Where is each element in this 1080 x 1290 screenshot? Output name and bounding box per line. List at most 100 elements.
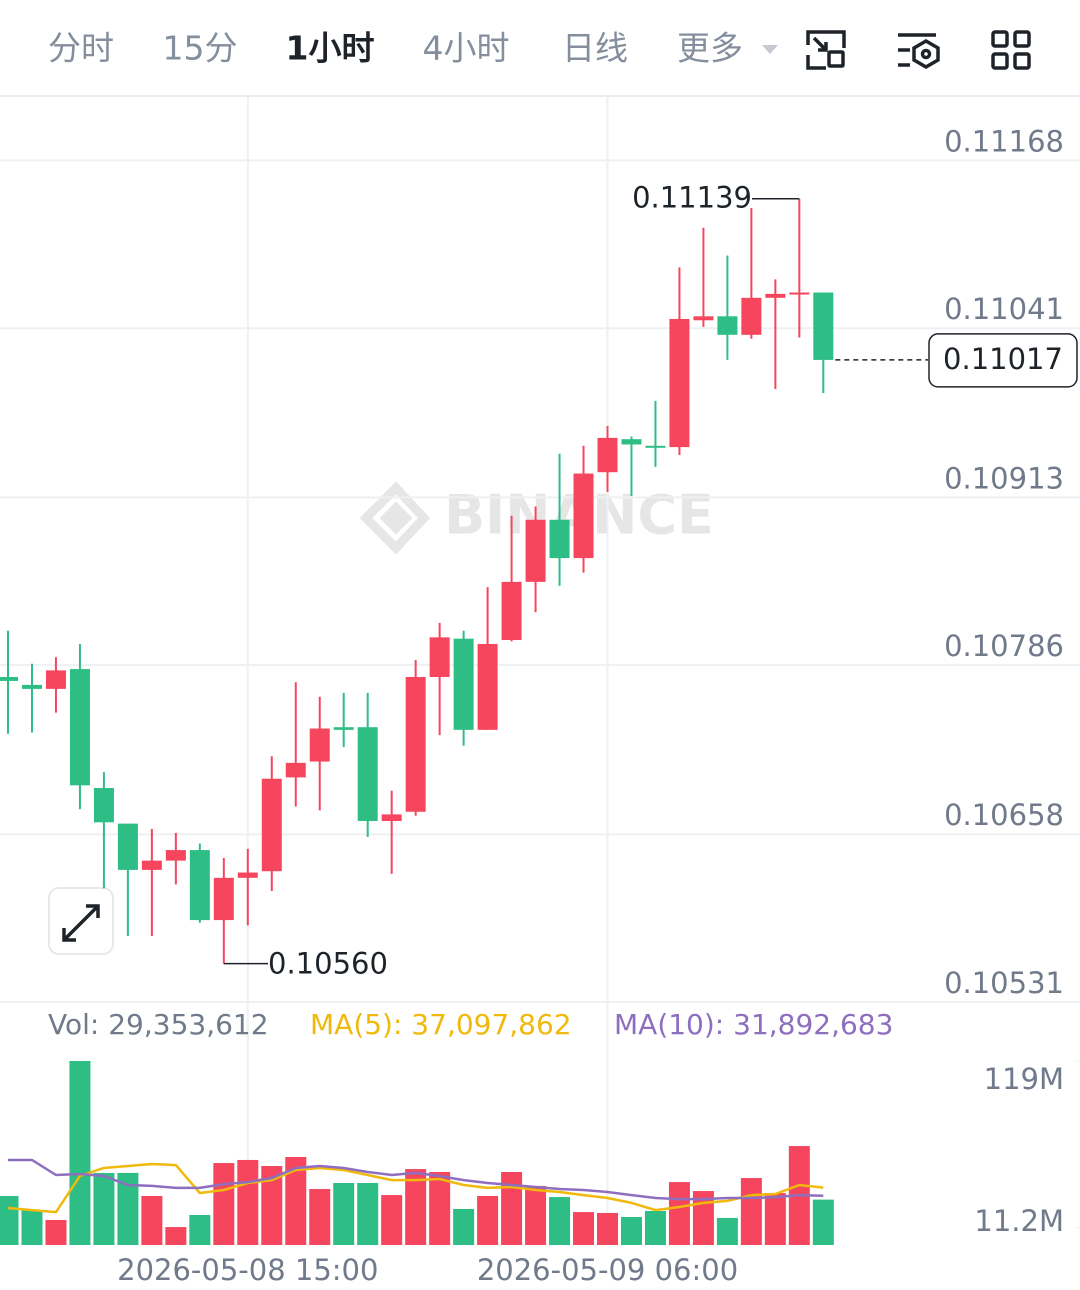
volume-bar — [141, 1195, 163, 1245]
watermark-logo — [359, 481, 431, 555]
candle-body — [45, 670, 66, 689]
volume-bar — [285, 1157, 307, 1245]
volume-bar — [309, 1189, 331, 1245]
volume-bar — [261, 1165, 283, 1245]
tab[interactable]: 1小时 — [286, 29, 375, 68]
legend-entry: MA(5): 37,097,862 — [310, 1008, 572, 1041]
candle-body — [501, 581, 522, 640]
last-price-label: 0.11017 — [943, 342, 1063, 376]
candle-body — [69, 669, 90, 786]
volume-bar — [477, 1195, 499, 1245]
volume-bar — [93, 1172, 115, 1245]
more-caret[interactable] — [762, 45, 778, 54]
volume-bar — [357, 1182, 379, 1245]
candle-body — [453, 638, 474, 730]
volume-bar — [573, 1212, 595, 1245]
volume-bar — [668, 1182, 690, 1245]
candle-body — [237, 872, 258, 878]
candle-body — [525, 519, 546, 582]
candle-body — [789, 292, 810, 295]
volume-bar — [501, 1172, 523, 1245]
candle-body — [141, 860, 162, 870]
tab[interactable]: 4小时 — [423, 29, 510, 68]
high-label: 0.11139 — [632, 181, 752, 215]
volume-bar — [716, 1217, 738, 1245]
candle-body — [741, 297, 762, 335]
volume-bar — [549, 1197, 571, 1245]
candle-body — [165, 850, 186, 861]
volume-bar — [213, 1163, 235, 1245]
y-tick-label: 0.10786 — [944, 629, 1064, 663]
candle-body — [669, 318, 690, 448]
volume-bar — [165, 1227, 187, 1245]
y-tick-label: 0.11041 — [944, 292, 1064, 326]
candle-body — [813, 292, 834, 360]
candle-body — [0, 676, 18, 681]
legend-entry: Vol: 29,353,612 — [48, 1008, 269, 1041]
tab[interactable]: 15分 — [163, 29, 238, 68]
candle-body — [645, 445, 666, 448]
volume-bar — [525, 1185, 547, 1245]
candle-body — [21, 684, 42, 689]
candle-body — [261, 778, 282, 872]
candle-body — [405, 676, 426, 812]
expand-button[interactable] — [48, 887, 114, 955]
volume-bar — [429, 1172, 451, 1245]
volume-bar — [45, 1219, 67, 1245]
layout-icon[interactable] — [991, 30, 1031, 70]
tab[interactable]: 更多 — [677, 29, 743, 68]
tab[interactable]: 日线 — [562, 29, 628, 68]
volume-bar — [453, 1208, 475, 1245]
candle-body — [357, 727, 378, 821]
y-tick-label: 11.2M — [974, 1204, 1064, 1238]
volume-bar — [189, 1215, 211, 1245]
volume-bar — [237, 1159, 259, 1245]
volume-bar — [740, 1178, 762, 1245]
y-tick-label: 0.10531 — [944, 966, 1064, 1000]
candle-body — [309, 728, 330, 762]
volume-bar — [812, 1199, 834, 1245]
candle-body — [765, 293, 786, 298]
y-tick-label: 119M — [984, 1062, 1064, 1096]
low-label: 0.10560 — [268, 947, 388, 981]
candle-body — [381, 814, 402, 821]
last-price-box — [928, 333, 1078, 388]
ma-line — [8, 1158, 824, 1201]
header-icons — [806, 30, 1031, 70]
y-tick-label: 0.10658 — [944, 798, 1064, 832]
y-tick-label: 0.11168 — [944, 124, 1064, 158]
y-tick-label: 0.10913 — [944, 461, 1064, 495]
candle-body — [93, 787, 114, 823]
volume-bar — [764, 1193, 786, 1245]
candle-body — [597, 437, 618, 473]
volume-bar — [69, 1061, 91, 1245]
candle-body — [573, 473, 594, 559]
volume-bar — [644, 1210, 666, 1245]
candle-body — [693, 316, 714, 321]
volume-bar — [21, 1210, 43, 1245]
candle-body — [549, 519, 570, 559]
candle-body — [429, 637, 450, 677]
legend-entry: MA(10): 31,892,683 — [614, 1008, 893, 1041]
fullscreen-icon[interactable] — [806, 30, 846, 70]
ma-line — [7, 1162, 824, 1214]
x-tick-label: 2026-05-08 15:00 — [117, 1253, 378, 1287]
candle-body — [333, 727, 354, 730]
candle-body — [621, 439, 642, 445]
indicator-icon[interactable] — [898, 33, 940, 70]
candle-body — [117, 823, 138, 870]
tabs: 分时 15分 1小时 4小时 日线 更多 — [48, 29, 743, 68]
grid — [0, 97, 1080, 1245]
x-tick-label: 2026-05-09 06:00 — [477, 1253, 738, 1287]
volume-bar — [620, 1217, 642, 1245]
tab[interactable]: 分时 — [48, 29, 114, 68]
candle-body — [477, 643, 498, 730]
volume-bar — [117, 1172, 139, 1245]
volume-bar — [597, 1212, 618, 1245]
candle-body — [189, 850, 210, 921]
candle-body — [285, 762, 306, 778]
candle-body — [717, 316, 738, 335]
volume-bar — [381, 1195, 403, 1245]
